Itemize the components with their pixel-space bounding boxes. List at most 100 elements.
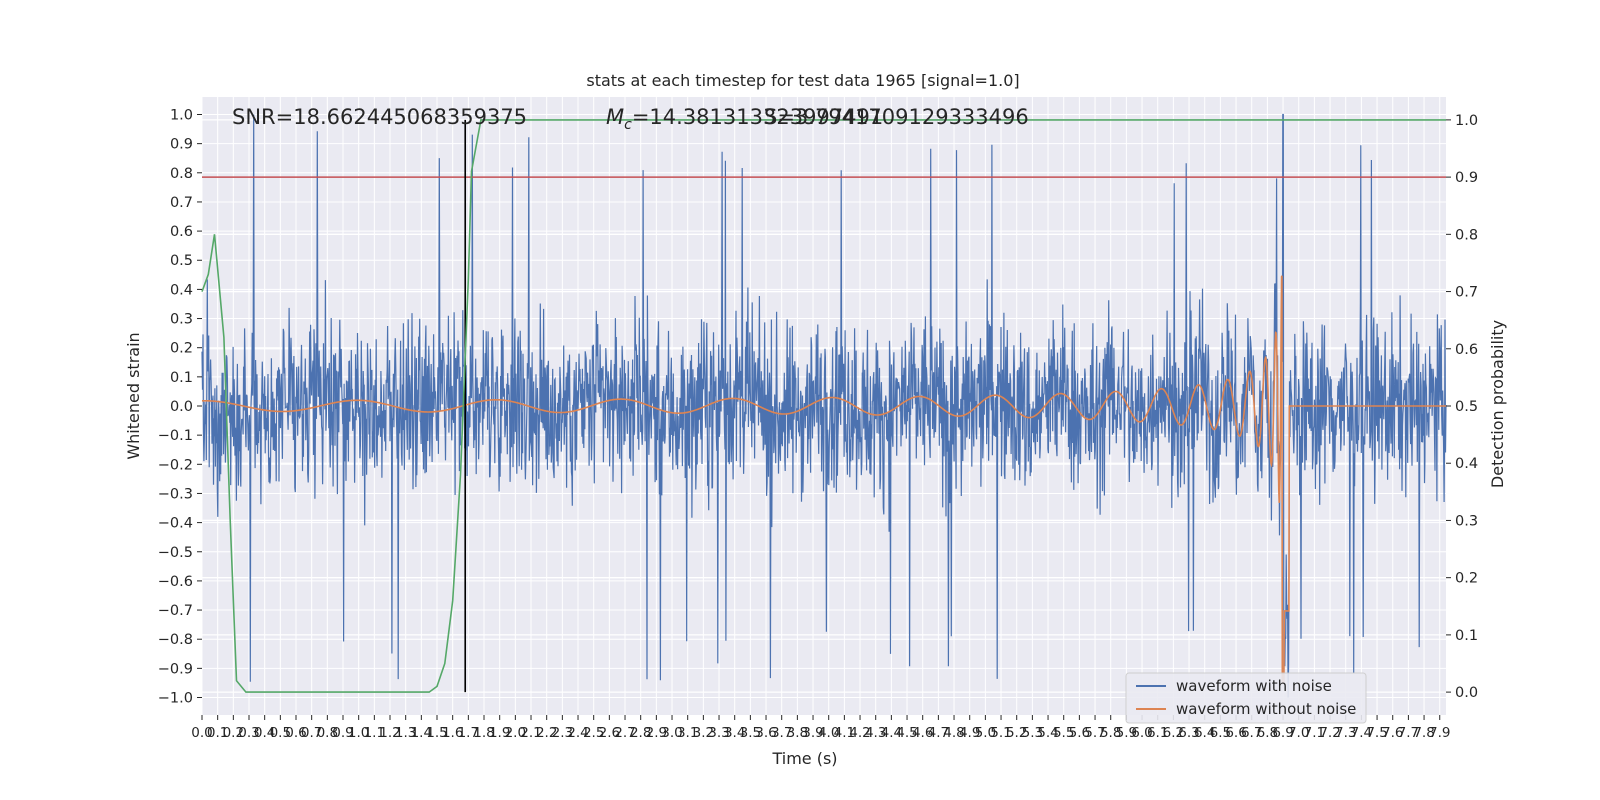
y-tick-label: 0.6 [170, 224, 193, 240]
x-tick-label: 5.8 [1100, 725, 1121, 741]
x-tick-label: 1.4 [411, 725, 432, 741]
x-tick-label: 3.1 [677, 725, 698, 741]
y-tick-label: 0.1 [170, 370, 193, 386]
clean-line [202, 275, 1446, 684]
y-tick-label: 0.8 [170, 166, 193, 182]
x-tick-label: 5.6 [1069, 725, 1090, 741]
x-tick-label: 6.3 [1178, 725, 1199, 741]
y-axis-ticks: 1.0 0.9 0.8 0.7 0.6 0.5 0.4 0.3 0.2 0.1 0.0 −0.1 −0.… [158, 107, 202, 707]
x-tick-label: 1.2 [379, 725, 400, 741]
y-tick-label: −0.3 [158, 486, 193, 502]
detection-probability-series [201, 119, 1446, 693]
x-tick-label: 4.9 [959, 725, 980, 741]
snr-annotation: SNR=18.662445068359375 [232, 105, 527, 129]
legend: waveform with noise waveform without noi… [1125, 672, 1367, 724]
y-tick-label: −0.6 [158, 574, 193, 590]
x-tick-label: 6.6 [1225, 725, 1246, 741]
x-tick-label: 7.1 [1304, 725, 1325, 741]
x-tick-label: 3.0 [661, 725, 682, 741]
x-tick-label: 5.5 [1053, 725, 1074, 741]
y-tick-label: 0.9 [170, 137, 193, 153]
y2-tick-label: 0.1 [1455, 628, 1478, 644]
x-tick-label: 5.3 [1022, 725, 1043, 741]
x-tick-label: 4.1 [834, 725, 855, 741]
x-tick-label: 5.4 [1037, 725, 1058, 741]
x-tick-label: 0.6 [285, 725, 306, 741]
y2-tick-label: 0.2 [1455, 571, 1478, 587]
y2-axis-ticks: 1.0 0.9 0.8 0.7 0.6 0.5 0.4 0.3 0.2 0.1 0.0 [1446, 113, 1478, 701]
x-tick-label: 2.2 [536, 725, 557, 741]
x-tick-label: 6.7 [1241, 725, 1262, 741]
y2-tick-label: 0.5 [1455, 399, 1478, 415]
chirp-mass-value: =14.381313323997491 [632, 105, 883, 129]
chirp-mass-subscript: c [624, 117, 632, 133]
y-tick-label: 0.0 [170, 399, 193, 415]
s-annotation: S=3.79417091293334​96 [764, 105, 1029, 129]
x-tick-label: 1.8 [473, 725, 494, 741]
x-tick-label: 1.3 [395, 725, 416, 741]
x-axis-label: Time (s) [771, 749, 837, 768]
x-tick-label: 4.7 [928, 725, 949, 741]
y2-tick-label: 0.6 [1455, 342, 1478, 358]
x-tick-label: 3.5 [740, 725, 761, 741]
x-tick-label: 1.0 [348, 725, 369, 741]
x-tick-label: 6.9 [1272, 725, 1293, 741]
y2-tick-label: 0.0 [1455, 685, 1478, 701]
x-tick-label: 4.6 [912, 725, 933, 741]
x-tick-label: 4.0 [818, 725, 839, 741]
y2-tick-label: 0.9 [1455, 170, 1478, 186]
x-tick-label: 2.6 [599, 725, 620, 741]
x-tick-label: 5.7 [1084, 725, 1105, 741]
y2-tick-label: 1.0 [1455, 113, 1478, 129]
x-tick-label: 6.8 [1257, 725, 1278, 741]
y-tick-label: −0.8 [158, 632, 193, 648]
x-tick-label: 3.6 [755, 725, 776, 741]
x-tick-label: 2.5 [583, 725, 604, 741]
x-tick-label: 3.8 [787, 725, 808, 741]
y2-axis-label: Detection probability [1488, 320, 1507, 488]
noise-line [201, 113, 1447, 698]
y-tick-label: 0.7 [170, 195, 193, 211]
x-tick-label: 4.5 [896, 725, 917, 741]
y2-tick-label: 0.8 [1455, 227, 1478, 243]
x-tick-label: 2.1 [520, 725, 541, 741]
x-tick-label: 5.1 [990, 725, 1011, 741]
x-tick-label: 4.2 [849, 725, 870, 741]
y-axis-label: Whitened strain [124, 332, 143, 459]
x-tick-label: 2.9 [646, 725, 667, 741]
y-tick-label: −0.2 [158, 457, 193, 473]
y2-tick-label: 0.4 [1455, 456, 1478, 472]
x-tick-label: 7.2 [1319, 725, 1340, 741]
x-tick-label: 3.4 [724, 725, 745, 741]
x-tick-label: 7.6 [1382, 725, 1403, 741]
y-tick-label: −0.4 [158, 516, 193, 532]
x-tick-label: 3.2 [693, 725, 714, 741]
y2-tick-label: 0.3 [1455, 513, 1478, 529]
x-tick-label: 2.4 [567, 725, 588, 741]
y-tick-label: 0.2 [170, 341, 193, 357]
x-tick-label: 7.9 [1429, 725, 1450, 741]
legend-label-noise: waveform with noise [1176, 677, 1332, 695]
x-tick-label: 1.5 [426, 725, 447, 741]
x-tick-label: 0.9 [332, 725, 353, 741]
chirp-mass-annotation: Mc=14.381313323997491 [606, 105, 883, 133]
y-tick-label: 1.0 [170, 107, 193, 123]
legend-label-clean: waveform without noise [1176, 700, 1356, 718]
y2-tick-label: 0.7 [1455, 285, 1478, 301]
y-tick-label: 0.4 [170, 282, 193, 298]
x-tick-label: 5.9 [1116, 725, 1137, 741]
x-tick-label: 7.8 [1413, 725, 1434, 741]
x-tick-label: 3.3 [708, 725, 729, 741]
x-tick-label: 4.4 [881, 725, 902, 741]
x-tick-label: 6.0 [1131, 725, 1152, 741]
x-tick-label: 4.8 [943, 725, 964, 741]
x-tick-label: 7.0 [1288, 725, 1309, 741]
x-tick-label: 7.5 [1366, 725, 1387, 741]
x-tick-label: 0.1 [207, 725, 228, 741]
y-tick-label: −0.1 [158, 428, 193, 444]
probability-line [201, 119, 1446, 693]
chirp-mass-symbol: M [606, 105, 624, 129]
x-tick-label: 0.3 [238, 725, 259, 741]
y-tick-label: −0.5 [158, 545, 193, 561]
